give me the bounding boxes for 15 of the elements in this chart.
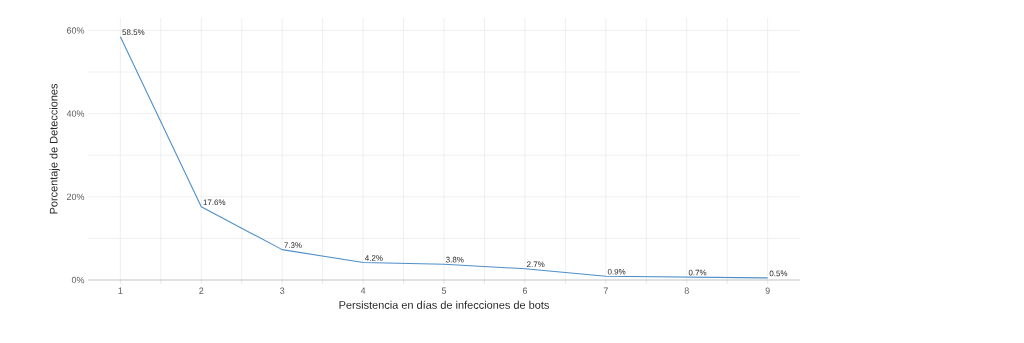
x-tick-label: 2 [199,287,204,294]
x-tick-label: 9 [765,287,770,294]
x-tick-label: 1 [118,287,123,294]
x-tick-label: 7 [603,287,608,294]
x-tick-label: 3 [280,287,285,294]
x-tick-label: 4 [360,287,366,294]
y-axis-title: Porcentaje de Detecciones [49,83,60,214]
y-tick-label: 0% [71,276,85,284]
y-tick-label: 40% [66,110,85,117]
x-tick-label: 8 [684,287,689,294]
x-axis-title: Persistencia en días de infecciones de bots [339,300,549,309]
x-tick-label: 6 [522,287,528,294]
y-tick-label: 20% [66,193,85,201]
x-tick-label: 5 [441,287,447,294]
y-tick-label: 60% [66,27,85,34]
